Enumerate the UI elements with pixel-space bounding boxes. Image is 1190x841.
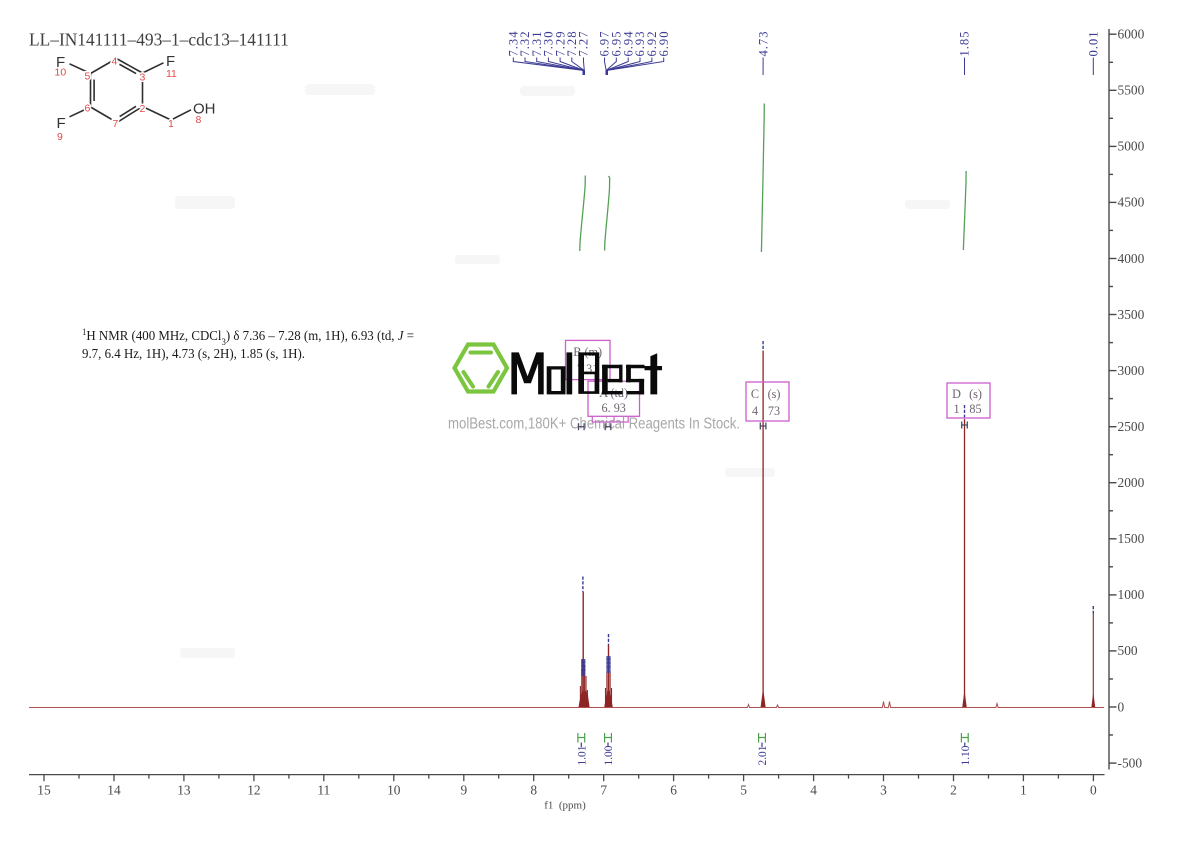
- svg-text:3500: 3500: [1118, 307, 1145, 322]
- svg-text:5000: 5000: [1118, 139, 1145, 154]
- svg-text:-500: -500: [1118, 755, 1143, 770]
- svg-text:1500: 1500: [1118, 531, 1145, 546]
- svg-text:15: 15: [37, 783, 51, 798]
- svg-text:6.97: 6.97: [598, 32, 612, 57]
- svg-text:1.85: 1.85: [958, 32, 972, 57]
- svg-text:6: 6: [670, 783, 677, 798]
- svg-text:7.34: 7.34: [507, 31, 521, 57]
- svg-text:12: 12: [247, 783, 260, 798]
- svg-text:10: 10: [387, 783, 401, 798]
- svg-text:D: D: [952, 387, 961, 401]
- svg-text:1000: 1000: [1118, 587, 1145, 602]
- svg-text:OH: OH: [193, 101, 216, 118]
- svg-text:F: F: [57, 115, 66, 132]
- svg-text:1.10: 1.10: [960, 745, 972, 765]
- svg-text:6. 93: 6. 93: [602, 401, 626, 415]
- svg-text:85: 85: [969, 402, 981, 416]
- svg-text:0: 0: [1118, 699, 1125, 714]
- svg-text:1H NMR (400 MHz, CDCl3) δ 7.36: 1H NMR (400 MHz, CDCl3) δ 7.36 – 7.28 (m…: [82, 328, 414, 348]
- svg-text:9.7, 6.4 Hz, 1H), 4.73 (s, 2H): 9.7, 6.4 Hz, 1H), 4.73 (s, 2H), 1.85 (s,…: [82, 347, 305, 362]
- svg-text:4.73: 4.73: [756, 32, 770, 57]
- svg-text:4: 4: [752, 404, 758, 418]
- svg-text:f1 (ppm): f1 (ppm): [544, 800, 586, 812]
- svg-text:(s): (s): [768, 387, 781, 401]
- svg-text:6.92: 6.92: [645, 32, 659, 57]
- svg-text:7.30: 7.30: [542, 32, 556, 57]
- svg-text:5: 5: [740, 783, 747, 798]
- svg-text:13: 13: [177, 783, 191, 798]
- svg-text:0.01: 0.01: [1087, 32, 1101, 57]
- svg-text:7: 7: [600, 783, 607, 798]
- svg-text:F: F: [56, 54, 65, 71]
- svg-text:5500: 5500: [1118, 83, 1145, 98]
- svg-text:7.28: 7.28: [565, 32, 579, 57]
- svg-text:2: 2: [140, 103, 146, 115]
- svg-text:4: 4: [112, 56, 118, 68]
- svg-text:4: 4: [810, 783, 817, 798]
- svg-text:7.27: 7.27: [577, 32, 591, 57]
- svg-text:10: 10: [55, 67, 67, 79]
- svg-text:11: 11: [166, 68, 177, 80]
- svg-text:3000: 3000: [1118, 363, 1145, 378]
- svg-text:9: 9: [57, 131, 63, 143]
- svg-text:8: 8: [196, 114, 202, 126]
- svg-text:3: 3: [140, 72, 146, 84]
- svg-text:F: F: [166, 53, 175, 70]
- svg-text:4500: 4500: [1118, 195, 1145, 210]
- svg-text:2000: 2000: [1118, 475, 1145, 490]
- svg-text:500: 500: [1118, 643, 1138, 658]
- svg-text:7.29: 7.29: [553, 32, 567, 57]
- svg-text:1: 1: [953, 402, 959, 416]
- svg-text:molBest.com,180K+ Chemical Rea: molBest.com,180K+ Chemical Reagents In S…: [448, 416, 740, 433]
- svg-text:7: 7: [113, 118, 119, 130]
- svg-text:C: C: [751, 387, 759, 401]
- svg-text:(s): (s): [969, 387, 982, 401]
- svg-text:7.31: 7.31: [530, 32, 544, 57]
- svg-text:6: 6: [85, 103, 91, 115]
- svg-text:14: 14: [107, 783, 121, 798]
- svg-text:2.01: 2.01: [757, 745, 769, 765]
- svg-text:LL–IN141111–493–1–cdc13–141111: LL–IN141111–493–1–cdc13–141111: [29, 30, 289, 50]
- svg-text:11: 11: [317, 783, 330, 798]
- svg-text:1: 1: [1020, 783, 1027, 798]
- svg-text:7.32: 7.32: [518, 32, 532, 57]
- svg-text:2500: 2500: [1118, 419, 1145, 434]
- svg-text:6.94: 6.94: [621, 31, 635, 57]
- svg-text:1: 1: [168, 118, 174, 130]
- svg-text:73: 73: [768, 404, 780, 418]
- svg-text:0: 0: [1090, 783, 1097, 798]
- svg-text:1.00: 1.00: [603, 745, 615, 765]
- svg-text:1.01: 1.01: [576, 745, 588, 765]
- svg-text:6.90: 6.90: [657, 32, 671, 57]
- svg-text:5: 5: [85, 71, 91, 83]
- svg-text:9: 9: [460, 783, 467, 798]
- svg-text:6.95: 6.95: [610, 32, 624, 57]
- svg-text:4000: 4000: [1118, 251, 1145, 266]
- svg-text:2: 2: [950, 783, 957, 798]
- svg-text:6.93: 6.93: [633, 32, 647, 57]
- svg-text:3: 3: [880, 783, 887, 798]
- svg-text:8: 8: [530, 783, 537, 798]
- svg-text:6000: 6000: [1118, 27, 1145, 42]
